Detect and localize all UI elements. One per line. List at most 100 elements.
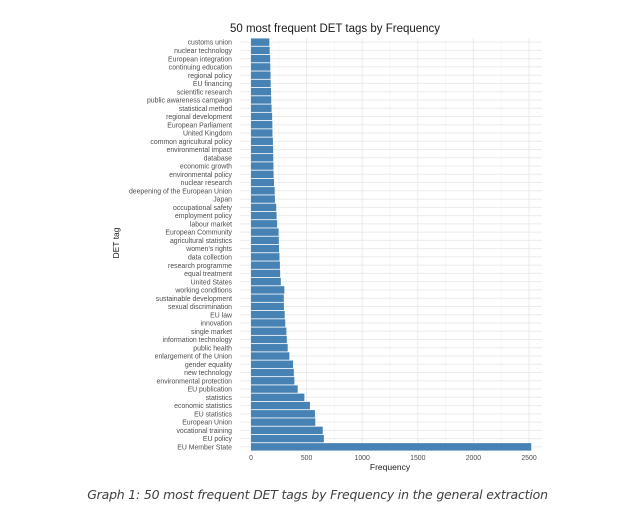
bar xyxy=(251,178,275,187)
bar xyxy=(251,236,279,245)
bar xyxy=(251,377,295,385)
bar xyxy=(251,145,274,154)
y-tick-label: United Kingdom xyxy=(183,131,232,138)
bar xyxy=(251,253,280,261)
y-tick-label: EU financing xyxy=(193,81,232,88)
y-tick-label: continuing education xyxy=(169,65,232,72)
figure-caption: Graph 1: 50 most frequent DET tags by Fr… xyxy=(87,487,548,502)
y-tick-label: innovation xyxy=(201,321,233,328)
y-tick-label: European Parliament xyxy=(167,122,232,129)
y-tick-label: customs union xyxy=(188,40,233,47)
y-tick-label: Japan xyxy=(213,197,232,204)
bar xyxy=(251,79,271,88)
y-tick-label: nuclear research xyxy=(181,180,232,187)
y-tick-label: equal treatment xyxy=(184,271,232,278)
bar xyxy=(251,38,270,46)
x-axis-title: Frequency xyxy=(370,462,411,472)
bar xyxy=(251,426,323,435)
bar xyxy=(251,360,294,368)
bar xyxy=(251,410,315,418)
bar xyxy=(251,137,273,145)
bars xyxy=(251,38,532,451)
y-tick-label: common agricultural policy xyxy=(150,139,232,146)
y-axis-title: DET tag xyxy=(111,227,121,258)
bar xyxy=(251,294,284,302)
y-tick-label: nuclear technology xyxy=(174,48,232,55)
bar xyxy=(251,302,284,311)
y-tick-label: economic growth xyxy=(180,164,232,171)
x-tick-label: 0 xyxy=(249,455,253,462)
bar xyxy=(251,385,298,393)
y-tick-label: information technology xyxy=(163,337,233,344)
bar xyxy=(251,203,277,212)
bar xyxy=(251,393,305,402)
x-tick-labels: 0 500 1000 1500 2000 2500 xyxy=(249,455,537,462)
y-tick-label: research programme xyxy=(168,263,232,270)
y-tick-label: United States xyxy=(191,279,233,286)
bar xyxy=(251,244,280,253)
x-tick-label: 2000 xyxy=(466,455,481,462)
bar xyxy=(251,121,273,129)
y-tick-label: public health xyxy=(193,345,232,352)
bar xyxy=(251,319,286,327)
bar xyxy=(251,418,316,426)
bar xyxy=(251,112,273,121)
y-tick-label: labour market xyxy=(190,221,232,228)
bar xyxy=(251,368,294,377)
bar xyxy=(251,195,275,203)
bar xyxy=(251,269,281,278)
bar xyxy=(251,187,275,195)
bar xyxy=(251,286,285,294)
bar xyxy=(251,162,274,170)
bar xyxy=(251,335,287,344)
chart-title: 50 most frequent DET tags by Frequency xyxy=(230,23,440,35)
bar xyxy=(251,443,532,451)
y-tick-label: European Union xyxy=(182,420,232,427)
x-tick-label: 2500 xyxy=(521,455,536,462)
y-tick-label: environmental impact xyxy=(167,147,233,154)
y-tick-label: EU Member State xyxy=(177,444,232,451)
y-tick-label: regional policy xyxy=(188,73,233,80)
y-tick-label: data collection xyxy=(188,254,232,261)
y-tick-label: European Community xyxy=(165,230,232,237)
y-tick-label: EU law xyxy=(210,312,232,319)
y-tick-label: sustainable development xyxy=(156,296,232,303)
bar xyxy=(251,211,277,220)
bar xyxy=(251,277,281,286)
bar xyxy=(251,434,324,443)
y-tick-label: deepening of the European Union xyxy=(129,188,232,195)
y-tick-label: gender equality xyxy=(185,362,233,369)
y-tick-label: European integration xyxy=(168,56,232,63)
x-tick-label: 1000 xyxy=(355,455,370,462)
bar xyxy=(251,401,310,410)
y-tick-label: women's rights xyxy=(185,246,232,253)
y-tick-label: scientific research xyxy=(177,89,232,96)
bar xyxy=(251,310,285,319)
bar xyxy=(251,327,287,335)
bar xyxy=(251,352,290,360)
y-tick-label: employment policy xyxy=(175,213,233,220)
y-tick-label: EU statistics xyxy=(194,411,232,418)
y-tick-label: EU publication xyxy=(188,387,233,394)
bar xyxy=(251,104,272,112)
bar xyxy=(251,261,280,269)
bar-chart: 50 most frequent DET tags by Frequency c… xyxy=(111,23,542,472)
bar xyxy=(251,154,274,162)
bar xyxy=(251,170,274,179)
bar xyxy=(251,220,278,228)
x-tick-label: 1500 xyxy=(410,455,425,462)
bar xyxy=(251,63,271,71)
y-tick-label: environmental policy xyxy=(169,172,232,179)
bar xyxy=(251,228,279,236)
bar xyxy=(251,96,272,104)
y-tick-label: statistics xyxy=(206,395,233,402)
bar xyxy=(251,46,270,55)
y-tick-label: single market xyxy=(191,329,232,336)
y-tick-label: sexual discrimination xyxy=(168,304,232,311)
y-tick-label: working conditions xyxy=(174,288,232,295)
bar xyxy=(251,87,272,96)
bar xyxy=(251,54,271,63)
y-tick-label: enlargement of the Union xyxy=(155,354,233,361)
y-tick-label: vocational training xyxy=(176,428,232,435)
